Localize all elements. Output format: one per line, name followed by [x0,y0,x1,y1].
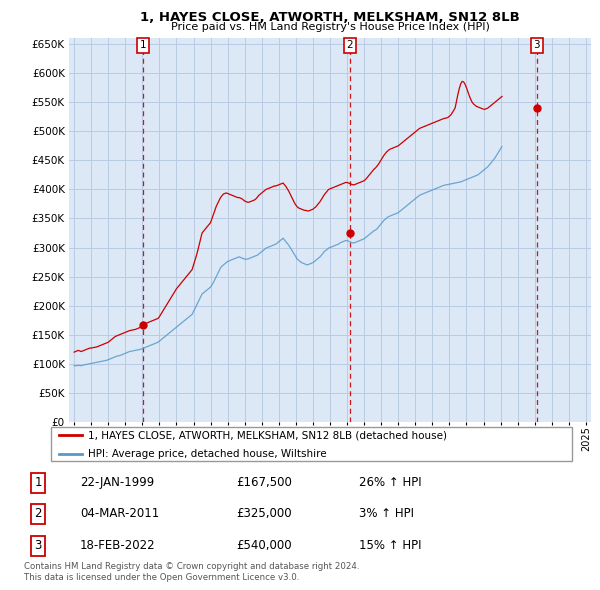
Text: 1, HAYES CLOSE, ATWORTH, MELKSHAM, SN12 8LB: 1, HAYES CLOSE, ATWORTH, MELKSHAM, SN12 … [140,11,520,24]
Text: £167,500: £167,500 [236,476,292,489]
Text: 2: 2 [347,40,353,50]
Text: 1: 1 [140,40,146,50]
Text: 15% ↑ HPI: 15% ↑ HPI [359,539,421,552]
Text: 2: 2 [34,507,42,520]
Text: £325,000: £325,000 [236,507,292,520]
Text: This data is licensed under the Open Government Licence v3.0.: This data is licensed under the Open Gov… [24,573,299,582]
Text: 18-FEB-2022: 18-FEB-2022 [80,539,155,552]
Text: Contains HM Land Registry data © Crown copyright and database right 2024.: Contains HM Land Registry data © Crown c… [24,562,359,571]
Text: 26% ↑ HPI: 26% ↑ HPI [359,476,421,489]
Text: 04-MAR-2011: 04-MAR-2011 [80,507,159,520]
Text: Price paid vs. HM Land Registry's House Price Index (HPI): Price paid vs. HM Land Registry's House … [170,22,490,32]
Text: 22-JAN-1999: 22-JAN-1999 [80,476,154,489]
Text: 3% ↑ HPI: 3% ↑ HPI [359,507,414,520]
Text: HPI: Average price, detached house, Wiltshire: HPI: Average price, detached house, Wilt… [88,448,326,458]
Text: 1, HAYES CLOSE, ATWORTH, MELKSHAM, SN12 8LB (detached house): 1, HAYES CLOSE, ATWORTH, MELKSHAM, SN12 … [88,430,446,440]
Text: 3: 3 [533,40,540,50]
Text: 1: 1 [34,476,42,489]
FancyBboxPatch shape [50,427,572,461]
Text: 3: 3 [34,539,41,552]
Text: £540,000: £540,000 [236,539,292,552]
